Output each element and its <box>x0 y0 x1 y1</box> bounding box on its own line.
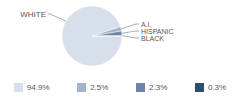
html-text:94.9%: 94.9% <box>26 82 50 92</box>
svg-text:A.I.: A.I. <box>141 21 152 28</box>
svg-text:WHITE: WHITE <box>20 10 46 19</box>
svg-text:HISPANIC: HISPANIC <box>141 28 174 35</box>
html-text:2.3%: 2.3% <box>149 82 168 92</box>
html-text:0.3%: 0.3% <box>207 82 227 92</box>
svg-text:BLACK: BLACK <box>141 35 164 42</box>
html-text:2.5%: 2.5% <box>90 82 109 92</box>
